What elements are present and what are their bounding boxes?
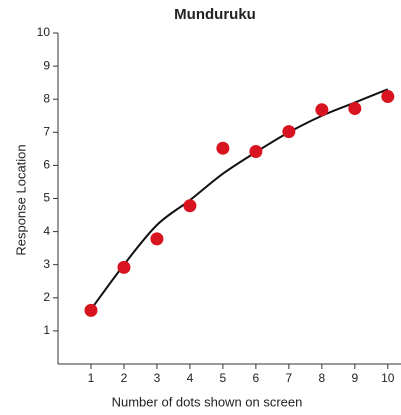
y-tick-label: 9 bbox=[43, 58, 50, 72]
x-tick-label: 7 bbox=[286, 371, 293, 385]
x-axis-label: Number of dots shown on screen bbox=[112, 394, 303, 409]
data-point bbox=[249, 144, 263, 158]
x-tick-label: 3 bbox=[154, 371, 161, 385]
data-point bbox=[381, 90, 395, 104]
data-point bbox=[183, 199, 197, 213]
data-point bbox=[282, 125, 296, 139]
y-tick-label: 2 bbox=[43, 290, 50, 304]
y-tick-label: 8 bbox=[43, 91, 50, 105]
x-tick-label: 2 bbox=[121, 371, 128, 385]
data-point bbox=[216, 141, 230, 155]
x-tick-label: 4 bbox=[187, 371, 194, 385]
data-point bbox=[315, 103, 329, 117]
y-tick-label: 6 bbox=[43, 158, 50, 172]
y-tick-label: 3 bbox=[43, 257, 50, 271]
x-tick-label: 5 bbox=[220, 371, 227, 385]
data-point bbox=[150, 232, 164, 246]
y-tick-label: 10 bbox=[37, 25, 51, 39]
y-tick-label: 7 bbox=[43, 124, 50, 138]
y-tick-label: 5 bbox=[43, 191, 50, 205]
data-point bbox=[84, 303, 98, 317]
fit-curve bbox=[90, 88, 389, 310]
chart-title: Munduruku bbox=[174, 6, 256, 23]
data-point bbox=[117, 260, 131, 274]
y-tick-label: 1 bbox=[43, 323, 50, 337]
y-tick-label: 4 bbox=[43, 224, 50, 238]
data-point bbox=[348, 101, 362, 115]
y-axis-label: Response Location bbox=[13, 144, 28, 255]
x-tick-label: 6 bbox=[253, 371, 260, 385]
x-tick-label: 8 bbox=[319, 371, 326, 385]
x-tick-label: 1 bbox=[88, 371, 95, 385]
x-tick-label: 9 bbox=[351, 371, 358, 385]
x-tick-label: 10 bbox=[381, 371, 395, 385]
